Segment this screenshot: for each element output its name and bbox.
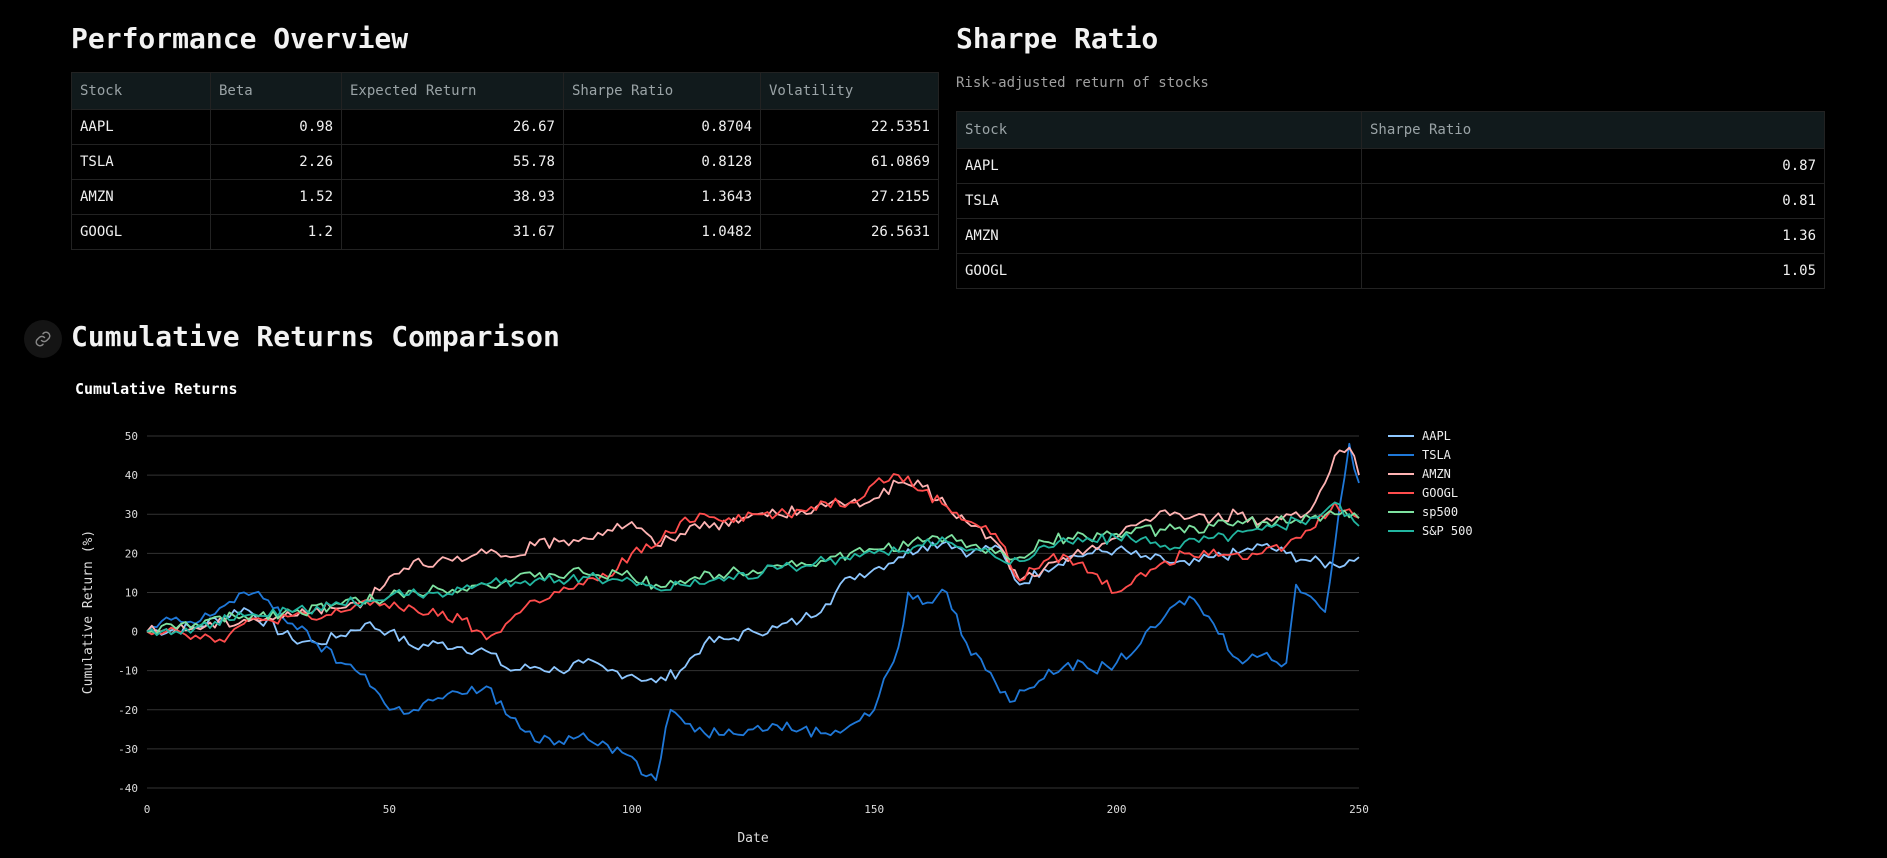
col-header-stock[interactable]: Stock (956, 111, 1362, 149)
table-row: TSLA 2.26 55.78 0.8128 61.0869 (71, 144, 939, 180)
x-tick-label: 200 (1107, 803, 1127, 816)
cell-beta: 0.98 (210, 109, 342, 145)
cell-stock: AAPL (956, 148, 1362, 184)
y-tick-label: -10 (118, 665, 138, 678)
legend-label: GOOGL (1422, 485, 1459, 500)
y-tick-label: -30 (118, 743, 138, 756)
legend-item[interactable]: AAPL (1388, 426, 1473, 445)
y-tick-label: 40 (125, 469, 138, 482)
table-row: AAPL 0.87 (956, 148, 1825, 184)
y-tick-label: 10 (125, 586, 138, 599)
cell-volatility: 27.2155 (760, 179, 939, 215)
legend-item[interactable]: TSLA (1388, 445, 1473, 464)
cell-beta: 2.26 (210, 144, 342, 180)
x-tick-label: 0 (144, 803, 151, 816)
cell-sharpe: 0.8704 (563, 109, 761, 145)
cell-expected-return: 55.78 (341, 144, 564, 180)
cell-stock: TSLA (956, 183, 1362, 219)
table-row: AMZN 1.52 38.93 1.3643 27.2155 (71, 179, 939, 215)
x-axis-label: Date (737, 831, 768, 846)
series-line-s-p-500 (146, 501, 1360, 637)
cell-volatility: 26.5631 (760, 214, 939, 250)
x-tick-label: 100 (622, 803, 642, 816)
table-row: GOOGL 1.2 31.67 1.0482 26.5631 (71, 214, 939, 250)
cell-volatility: 22.5351 (760, 109, 939, 145)
legend-label: AMZN (1422, 466, 1451, 481)
anchor-link-button[interactable] (24, 320, 62, 358)
col-header-beta[interactable]: Beta (210, 72, 342, 110)
table-header-row: Stock Sharpe Ratio (956, 111, 1825, 149)
sharpe-subtitle: Risk-adjusted return of stocks (956, 75, 1209, 91)
col-header-volatility[interactable]: Volatility (760, 72, 939, 110)
cell-sharpe: 1.3643 (563, 179, 761, 215)
cell-beta: 1.52 (210, 179, 342, 215)
y-tick-label: 0 (131, 626, 138, 639)
legend-swatch (1388, 472, 1414, 475)
legend-label: TSLA (1422, 447, 1451, 462)
table-header-row: Stock Beta Expected Return Sharpe Ratio … (71, 72, 939, 110)
legend-label: sp500 (1422, 504, 1459, 519)
table-row: GOOGL 1.05 (956, 253, 1825, 289)
col-header-sharpe[interactable]: Sharpe Ratio (563, 72, 761, 110)
legend-item[interactable]: GOOGL (1388, 483, 1473, 502)
series-line-googl (146, 473, 1360, 643)
legend-swatch (1388, 529, 1414, 532)
table-row: AMZN 1.36 (956, 218, 1825, 254)
cell-sharpe: 0.81 (1361, 183, 1825, 219)
legend-item[interactable]: sp500 (1388, 502, 1473, 521)
col-header-stock[interactable]: Stock (71, 72, 211, 110)
perf-title: Performance Overview (71, 22, 409, 55)
cell-stock: AMZN (71, 179, 211, 215)
x-tick-label: 150 (864, 803, 884, 816)
series-line-amzn (146, 446, 1360, 636)
cell-stock: TSLA (71, 144, 211, 180)
legend-swatch (1388, 434, 1414, 437)
legend-item[interactable]: S&P 500 (1388, 521, 1473, 540)
cell-volatility: 61.0869 (760, 144, 939, 180)
legend-swatch (1388, 453, 1414, 456)
y-tick-label: 20 (125, 547, 138, 560)
y-axis-label: Cumulative Return (%) (81, 530, 96, 694)
cell-sharpe: 1.36 (1361, 218, 1825, 254)
cell-sharpe: 1.05 (1361, 253, 1825, 289)
cell-sharpe: 0.87 (1361, 148, 1825, 184)
cell-stock: AMZN (956, 218, 1362, 254)
sharpe-table: Stock Sharpe Ratio AAPL 0.87 TSLA 0.81 A… (956, 111, 1825, 289)
cell-sharpe: 0.8128 (563, 144, 761, 180)
cell-expected-return: 38.93 (341, 179, 564, 215)
performance-table: Stock Beta Expected Return Sharpe Ratio … (71, 72, 939, 250)
series-line-aapl (146, 540, 1360, 684)
cell-stock: AAPL (71, 109, 211, 145)
y-tick-label: -40 (118, 782, 138, 795)
legend-label: S&P 500 (1422, 523, 1473, 538)
y-tick-label: -20 (118, 704, 138, 717)
link-icon (35, 331, 51, 347)
cell-beta: 1.2 (210, 214, 342, 250)
col-header-expected-return[interactable]: Expected Return (341, 72, 564, 110)
x-tick-label: 250 (1349, 803, 1369, 816)
chart-legend: AAPL TSLA AMZN GOOGL sp500 S&P 500 (1388, 426, 1473, 540)
cell-stock: GOOGL (71, 214, 211, 250)
section-title: Cumulative Returns Comparison (71, 320, 560, 353)
x-tick-label: 50 (383, 803, 396, 816)
cell-expected-return: 31.67 (341, 214, 564, 250)
cell-stock: GOOGL (956, 253, 1362, 289)
y-tick-label: 50 (125, 430, 138, 443)
legend-item[interactable]: AMZN (1388, 464, 1473, 483)
table-row: AAPL 0.98 26.67 0.8704 22.5351 (71, 109, 939, 145)
chart-title: Cumulative Returns (75, 380, 238, 398)
table-row: TSLA 0.81 (956, 183, 1825, 219)
legend-swatch (1388, 510, 1414, 513)
legend-swatch (1388, 491, 1414, 494)
cell-expected-return: 26.67 (341, 109, 564, 145)
legend-label: AAPL (1422, 428, 1451, 443)
cumulative-returns-chart: Cumulative Returns -40 -30 -20 -10 0 10 20 30 40 5… (75, 380, 1369, 846)
y-tick-label: 30 (125, 508, 138, 521)
cell-sharpe: 1.0482 (563, 214, 761, 250)
sharpe-title: Sharpe Ratio (956, 22, 1159, 55)
col-header-sharpe[interactable]: Sharpe Ratio (1361, 111, 1825, 149)
series-line-tsla (146, 442, 1360, 782)
